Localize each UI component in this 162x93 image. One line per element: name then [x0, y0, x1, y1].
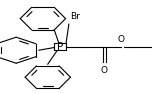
Text: O: O	[117, 35, 124, 44]
Text: P: P	[57, 41, 63, 52]
Text: O: O	[101, 66, 108, 75]
Bar	[54, 43, 66, 50]
Text: Br: Br	[70, 12, 80, 21]
